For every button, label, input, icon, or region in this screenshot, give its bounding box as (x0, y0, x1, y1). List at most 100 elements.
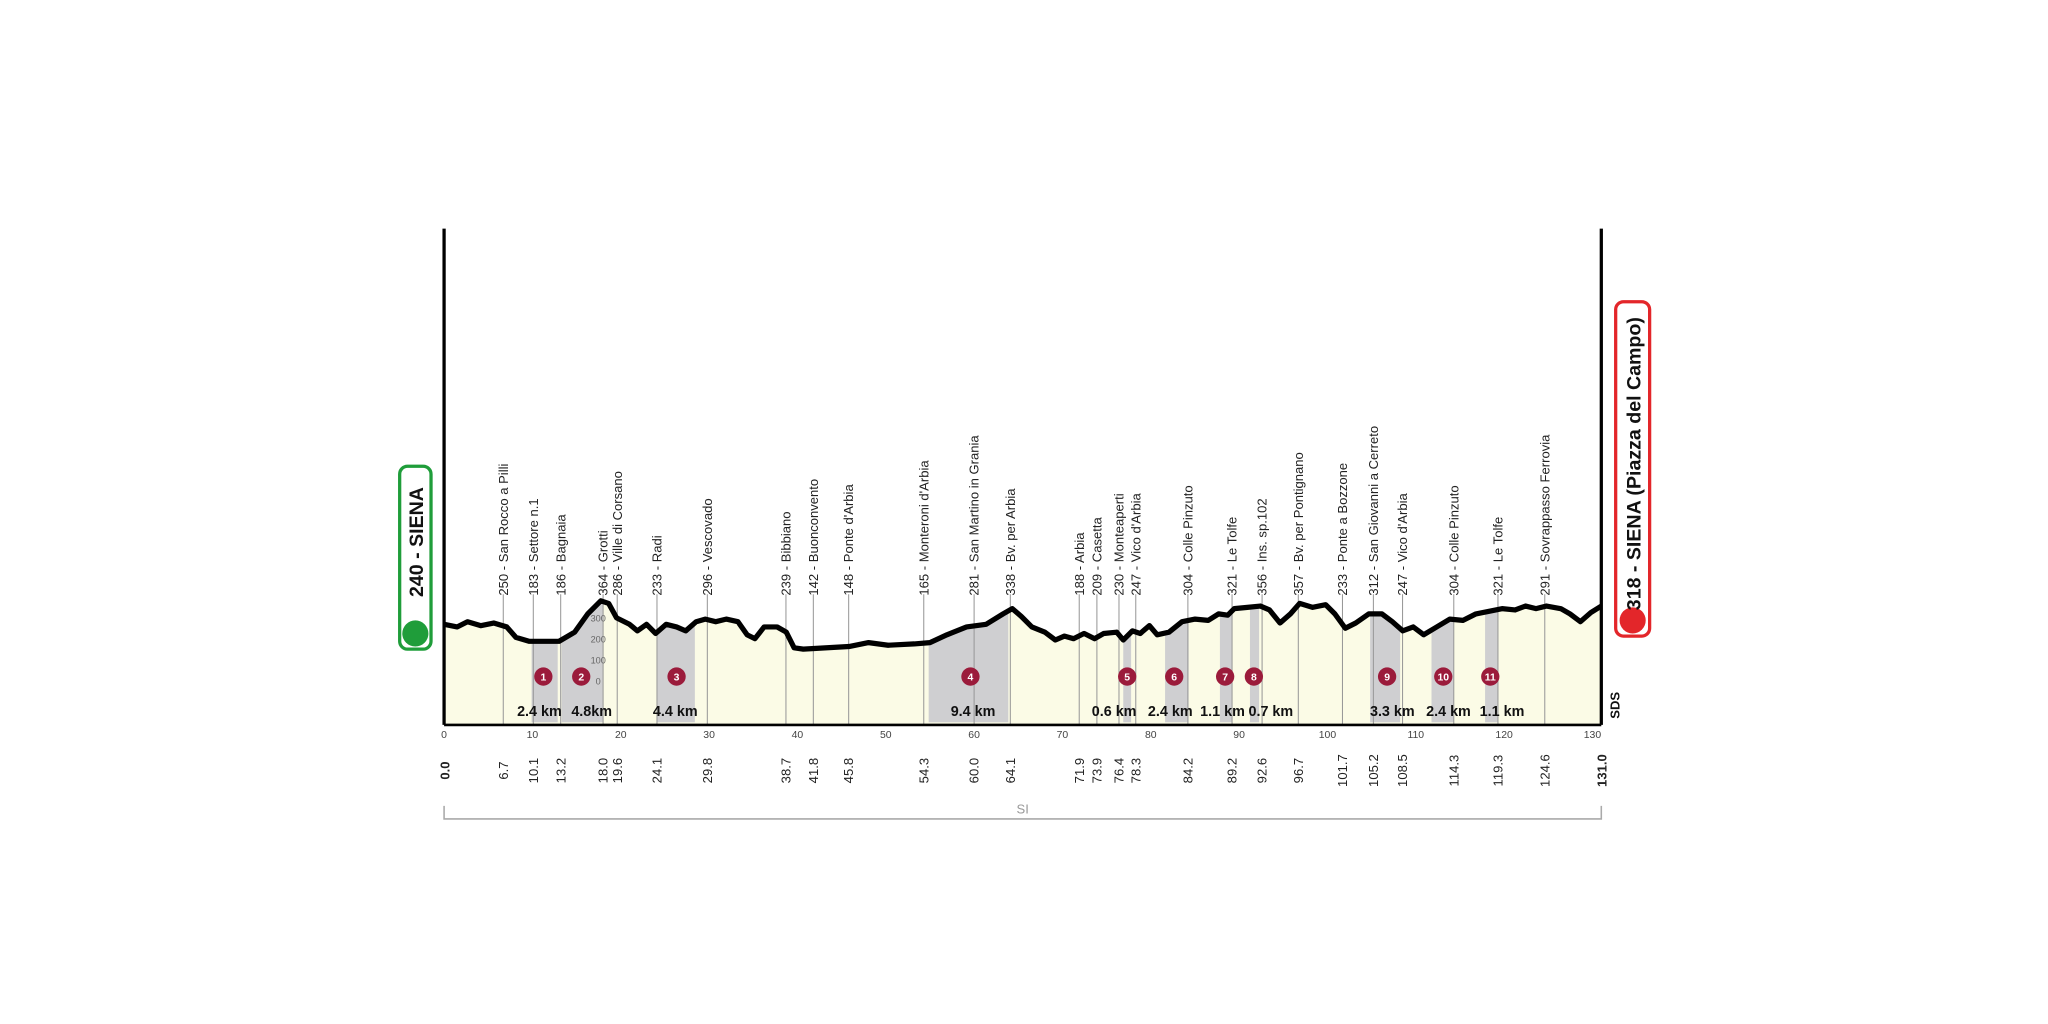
waypoint-label: 183 - Settore n.1 (526, 498, 541, 595)
sector-area (1431, 600, 1454, 723)
x-tick-label: 10 (527, 730, 539, 741)
sector-area (1485, 600, 1499, 723)
waypoint-label: 165 - Monteroni d'Arbia (916, 460, 931, 596)
waypoint-label: 142 - Buonconvento (806, 479, 821, 596)
waypoint-km: 71.9 (1072, 758, 1087, 783)
waypoint-label: 291 - Sovrappasso Ferrovia (1537, 434, 1552, 596)
x-tick-label: 0 (441, 730, 447, 741)
waypoint-km: 108.5 (1395, 754, 1410, 787)
x-tick-label: 30 (703, 730, 715, 741)
region-bracket (443, 805, 1603, 820)
profile-line (443, 598, 1603, 652)
sector-length: 2.4 km (517, 704, 562, 720)
waypoint-km: 96.7 (1291, 758, 1306, 783)
x-tick-label: 90 (1233, 730, 1245, 741)
start-km: 0.0 (437, 762, 452, 780)
waypoint-km: 18.0 (596, 758, 611, 783)
profile-area (444, 600, 1602, 725)
sector-length: 4.4 km (653, 704, 698, 720)
sector-number: 5 (1124, 672, 1130, 683)
waypoint-km: 119.3 (1491, 755, 1506, 787)
waypoint-label: 338 - Bv. per Arbia (1003, 488, 1018, 596)
waypoint-label: 188 - Arbia (1072, 532, 1087, 596)
waypoint-km: 38.7 (779, 758, 794, 783)
x-tick-label: 50 (880, 730, 892, 741)
waypoint-km: 78.3 (1128, 758, 1143, 783)
altitude-tick: 100 (591, 656, 606, 666)
waypoint-label: 286 - Ville di Corsano (610, 471, 625, 596)
sector-area (656, 600, 695, 723)
sector-number: 11 (1485, 672, 1496, 683)
waypoint-label: 321 - Le Tolfe (1491, 517, 1506, 596)
sector-area (1165, 600, 1189, 723)
waypoint-label: 304 - Colle Pinzuto (1446, 485, 1461, 595)
waypoint-label: 312 - San Giovanni a Cerreto (1366, 426, 1381, 596)
waypoint-label: 239 - Bibbiano (779, 511, 794, 595)
finish-km: 131.0 (1595, 754, 1610, 787)
finish-icon (1619, 607, 1646, 634)
sector-area (1123, 600, 1132, 723)
finish-badge (1614, 300, 1652, 638)
waypoint-label: 209 - Casetta (1089, 517, 1104, 596)
waypoint-label: 186 - Bagnaia (553, 514, 568, 596)
waypoint-km: 13.2 (553, 758, 568, 783)
region-label: SI (1017, 802, 1029, 817)
waypoint-km: 73.9 (1089, 758, 1104, 783)
sector-length: 4.8km (571, 704, 612, 720)
x-tick-label: 20 (615, 730, 627, 741)
waypoint-km: 10.1 (526, 758, 541, 783)
waypoint-km: 64.1 (1003, 758, 1018, 783)
waypoint-km: 89.2 (1225, 758, 1240, 783)
waypoint-label: 148 - Ponte d'Arbia (841, 484, 856, 596)
sector-marker (1216, 667, 1235, 686)
sector-number: 6 (1171, 672, 1177, 683)
x-tick-label: 120 (1495, 730, 1513, 741)
waypoint-km: 84.2 (1180, 758, 1195, 783)
sector-marker (667, 667, 686, 686)
start-label: 240 - SIENA (406, 487, 428, 597)
sector-number: 10 (1437, 672, 1449, 683)
sector-marker (1165, 667, 1184, 686)
sector-length: 3.3 km (1370, 704, 1415, 720)
sector-number: 9 (1384, 672, 1390, 683)
waypoint-km: 29.8 (700, 758, 715, 783)
sector-marker (1481, 667, 1500, 686)
waypoint-km: 6.7 (496, 762, 511, 780)
sector-number: 4 (968, 672, 974, 683)
x-tick-label: 100 (1319, 730, 1337, 741)
sector-length: 2.4 km (1426, 704, 1471, 720)
sector-marker (1434, 667, 1453, 686)
sector-length: 2.4 km (1148, 704, 1193, 720)
waypoint-label: 233 - Ponte a Bozzone (1335, 463, 1350, 596)
waypoint-km: 45.8 (841, 758, 856, 783)
waypoint-km: 41.8 (806, 758, 821, 783)
waypoint-label: 304 - Colle Pinzuto (1180, 485, 1195, 595)
sector-number: 2 (578, 672, 584, 683)
sector-marker (961, 667, 980, 686)
waypoint-label: 364 - Grotti (596, 530, 611, 595)
waypoint-label: 321 - Le Tolfe (1225, 517, 1240, 596)
sector-area (1249, 600, 1260, 723)
x-tick-label: 60 (968, 730, 980, 741)
x-tick-label: 40 (792, 730, 804, 741)
waypoint-km: 19.6 (610, 758, 625, 783)
x-tick-label: 130 (1584, 730, 1602, 741)
waypoint-label: 247 - Vico d'Arbia (1128, 493, 1143, 596)
waypoint-km: 54.3 (916, 758, 931, 783)
altitude-tick: 300 (591, 614, 606, 624)
sector-marker (572, 667, 591, 686)
x-tick-label: 110 (1407, 730, 1424, 741)
waypoint-km: 76.4 (1112, 758, 1127, 783)
sector-area (1219, 600, 1232, 723)
sector-marker (1377, 667, 1397, 686)
waypoint-label: 247 - Vico d'Arbia (1395, 493, 1410, 596)
waypoint-label: 233 - Radi (650, 535, 665, 595)
sector-number: 1 (540, 672, 546, 683)
x-tick-label: 70 (1057, 730, 1069, 741)
waypoint-km: 105.2 (1366, 754, 1381, 787)
sector-area (531, 600, 558, 723)
finish-label: 318 - SIENA (Piazza del Campo) (1623, 317, 1645, 610)
waypoint-km: 92.6 (1255, 758, 1270, 783)
sector-marker (1244, 667, 1264, 686)
